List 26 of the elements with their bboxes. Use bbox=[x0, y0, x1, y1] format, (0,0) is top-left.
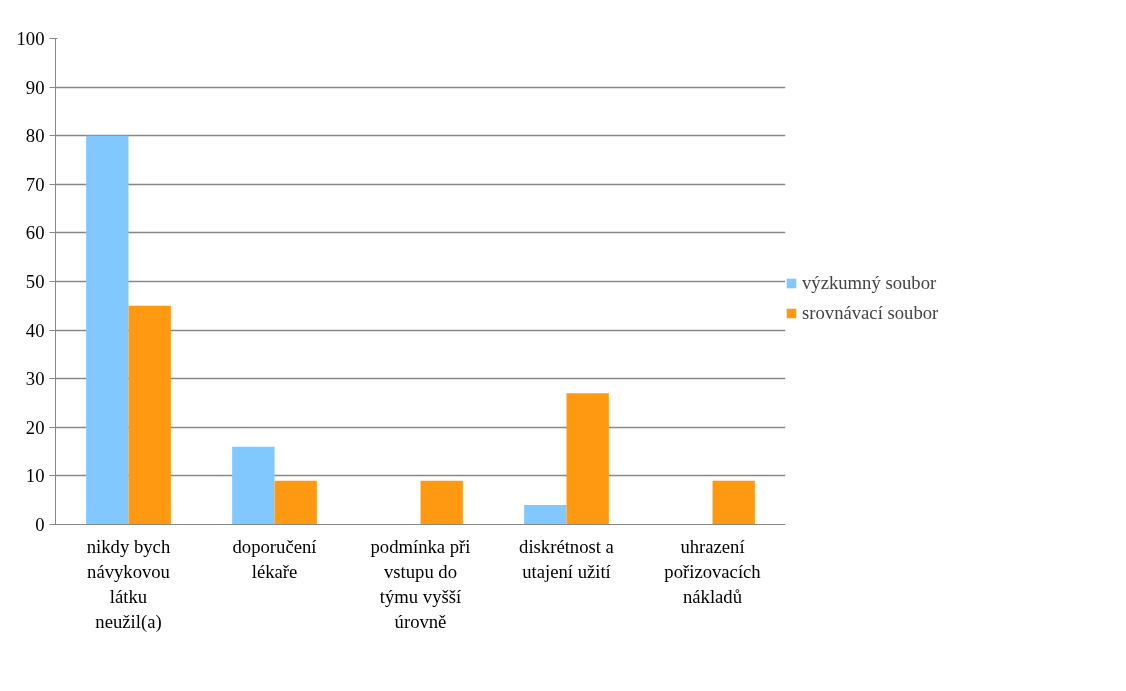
x-tick-label: nikdy bych návykovou látku neužil(a) bbox=[86, 535, 171, 634]
bar bbox=[86, 135, 129, 525]
legend-label: výzkumný soubor bbox=[802, 272, 937, 294]
y-tick-label: 0 bbox=[35, 514, 45, 535]
bar bbox=[232, 446, 275, 525]
x-tick-label: uhrazení pořizovacích nákladů bbox=[664, 535, 762, 607]
x-tick-label: diskrétnost a utajení užití bbox=[519, 535, 615, 582]
y-tick-label: 70 bbox=[25, 173, 45, 195]
bar bbox=[712, 480, 755, 525]
legend-label: srovnávací soubor bbox=[802, 302, 939, 324]
y-tick-label: 60 bbox=[25, 222, 45, 244]
y-tick-label: 100 bbox=[16, 28, 45, 49]
x-tick-label: doporučení lékaře bbox=[232, 535, 317, 582]
bar bbox=[566, 393, 609, 525]
bar bbox=[128, 305, 171, 525]
y-tick-label: 20 bbox=[25, 416, 45, 438]
bar bbox=[274, 480, 317, 525]
y-tick-label: 90 bbox=[25, 76, 45, 98]
y-tick-label: 50 bbox=[25, 271, 45, 292]
y-tick-label: 30 bbox=[25, 368, 45, 390]
y-tick-label: 80 bbox=[25, 125, 45, 147]
y-tick-label: 40 bbox=[25, 319, 45, 341]
bar bbox=[420, 480, 463, 525]
bar bbox=[524, 505, 567, 525]
y-tick-label: 10 bbox=[25, 465, 45, 487]
x-tick-label: podmínka při vstupu do týmu vyšší úrovně bbox=[370, 535, 471, 633]
